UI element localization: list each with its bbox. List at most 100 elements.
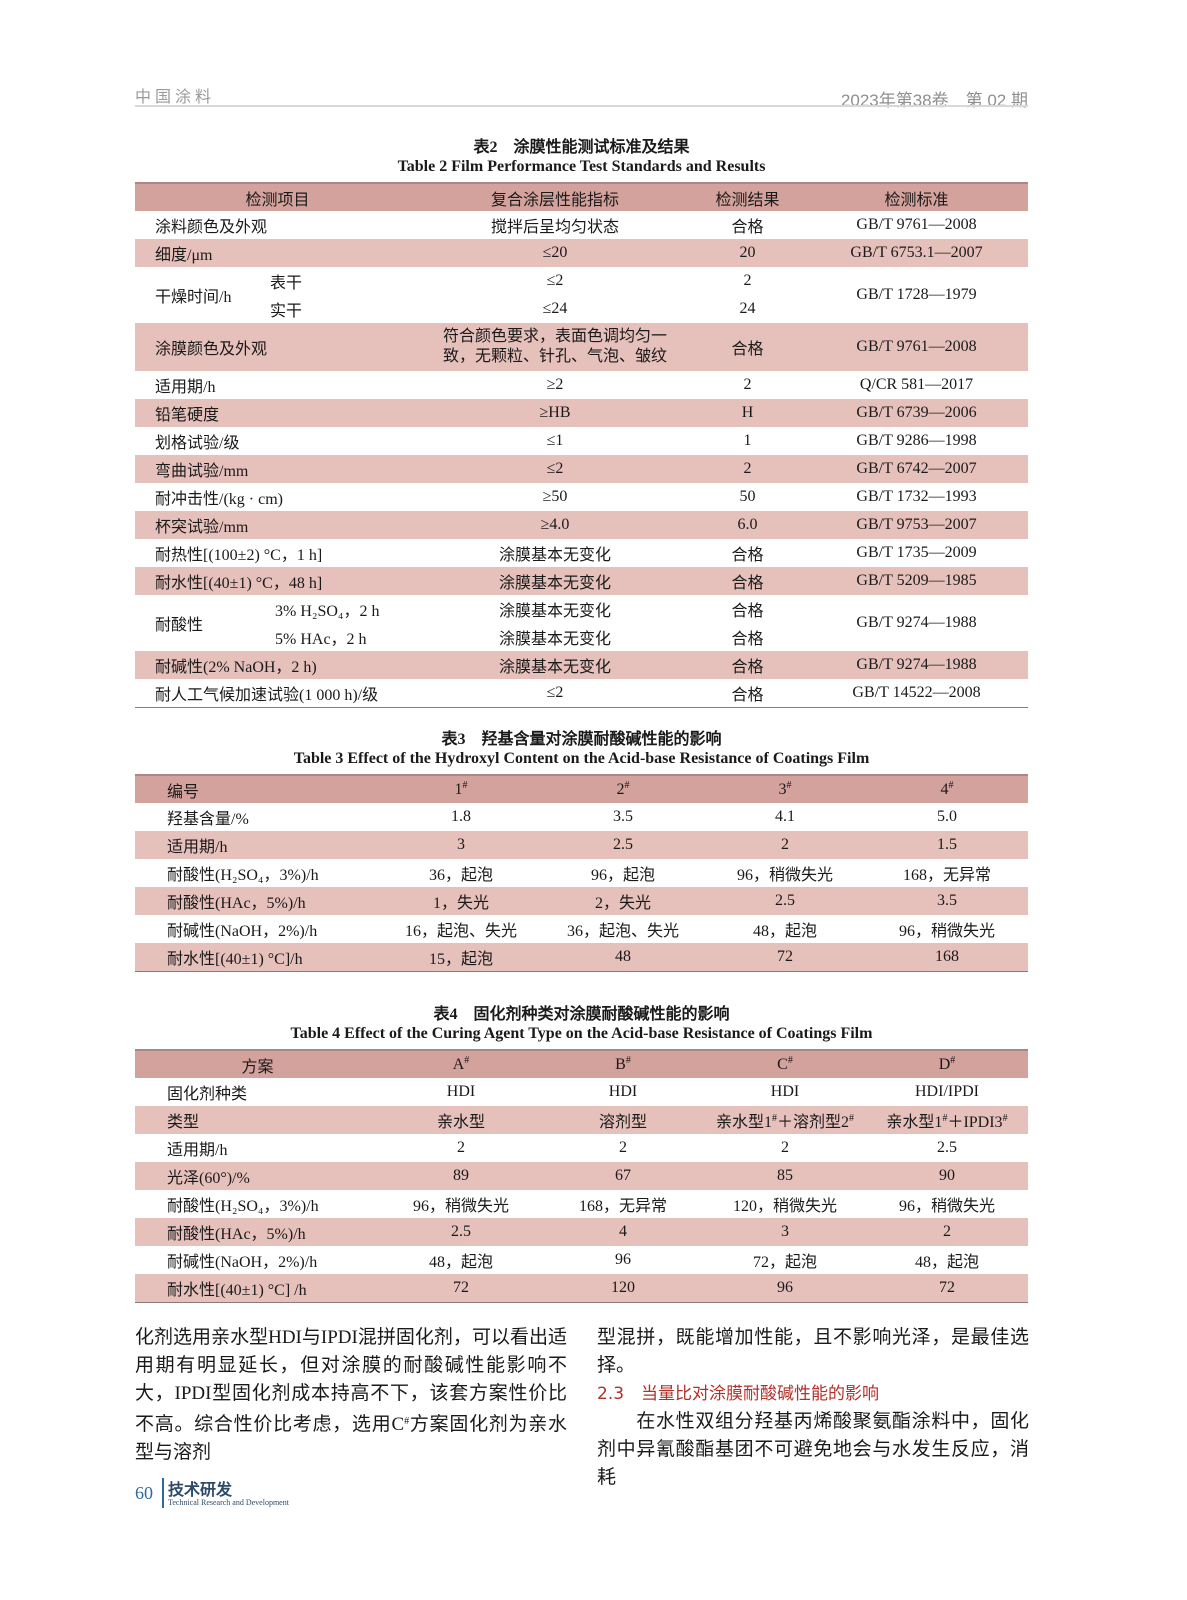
value-cell: 96，稍微失光	[736, 867, 833, 884]
value-cell: 96	[615, 1251, 631, 1268]
value-cell: 48	[615, 947, 631, 965]
value-cell: 2	[619, 1139, 627, 1156]
standard-cell: Q/CR 581—2017	[859, 376, 974, 393]
spec-cell: 涂膜基本无变化	[498, 547, 611, 564]
table3: 编号 1# 2# 3# 4# 羟基含量/% 1.8 3.5 4.1 5.0 适用期/h 3 2.5 2 1.…	[135, 774, 1028, 972]
row-label-cell: 类型	[167, 1114, 200, 1131]
value-cell: 亲水型1#＋溶剂型2#	[715, 1113, 855, 1131]
value-cell: 2，失光	[594, 895, 651, 912]
header-cell: 复合涂层性能指标	[490, 191, 619, 209]
item-cell: 耐热性[(100±2) °C，1 h]	[155, 547, 323, 564]
table-row: 耐碱性(NaOH，2%)/h 48，起泡 96 72，起泡 48，起泡	[135, 1246, 1028, 1274]
value-cell: 2.5	[775, 892, 795, 909]
table-row: 涂料颜色及外观 搅拌后呈均匀状态 合格 GB/T 9761—2008	[135, 211, 1028, 239]
row-label-cell: 耐碱性(NaOH，2%)/h	[167, 1254, 318, 1271]
value-cell: 2	[781, 1139, 789, 1156]
value-cell: 2.5	[451, 1223, 471, 1240]
value-cell: 96	[777, 1278, 793, 1296]
table4-header-row: 方案 A# B# C# D#	[135, 1050, 1028, 1078]
standard-cell: GB/T 6739—2006	[856, 404, 977, 421]
header-cell: 检测结果	[715, 191, 780, 209]
header-cell: D#	[938, 1055, 956, 1073]
standard-cell: GB/T 14522—2008	[852, 683, 981, 701]
spec-cell: ≤20	[542, 244, 568, 261]
table-row: 耐人工气候加速试验(1 000 h)/级 ≤2 合格 GB/T 14522—2008	[135, 679, 1028, 707]
spec-cell: 涂膜基本无变化	[498, 631, 611, 648]
row-label-cell: 光泽(60°)/%	[167, 1170, 250, 1187]
table-row: 耐水性[(40±1) °C]/h 15，起泡 48 72 168	[135, 943, 1028, 971]
table-row: 耐碱性(2% NaOH，2 h) 涂膜基本无变化 合格 GB/T 9274—1988	[135, 651, 1028, 679]
result-cell: 1	[743, 432, 752, 449]
table-row: 耐冲击性/(kg · cm) ≥50 50 GB/T 1732—1993	[135, 483, 1028, 511]
result-cell: 合格	[731, 659, 764, 676]
body-paragraph-right-2: 在水性双组分羟基丙烯酸聚氨酯涂料中，固化剂中异氰酸酯基团不可避免地会与水发生反应…	[597, 1411, 1029, 1488]
row-label-cell: 耐酸性(HAc，5%)/h	[167, 1226, 306, 1243]
table-row: 适用期/h ≥2 2 Q/CR 581—2017	[135, 371, 1028, 399]
result-cell: H	[741, 404, 754, 421]
value-cell: 85	[777, 1167, 793, 1184]
value-cell: 3	[781, 1223, 789, 1240]
value-cell: 3	[457, 836, 465, 853]
result-cell: 50	[739, 488, 756, 505]
table4-caption-en: Table 4 Effect of the Curing Agent Type …	[290, 1025, 873, 1042]
standard-cell: GB/T 1728—1979	[856, 286, 977, 303]
spec-cell: ≥50	[542, 488, 568, 505]
spec-cell: 涂膜基本无变化	[498, 659, 611, 676]
sub-item-cell: 5% HAc，2 h	[275, 631, 367, 648]
value-cell: 96，稍微失光	[412, 1198, 509, 1215]
row-label-cell: 耐水性[(40±1) °C]/h	[167, 950, 303, 968]
table4-caption-cn: 表4 固化剂种类对涂膜耐酸碱性能的影响	[433, 1006, 730, 1023]
result-cell: 2	[743, 272, 752, 289]
result-cell: 20	[739, 244, 756, 261]
value-cell: 2	[943, 1223, 951, 1240]
value-cell: 120，稍微失光	[732, 1198, 837, 1215]
value-cell: 96，稍微失光	[898, 1198, 995, 1215]
row-label-cell: 固化剂种类	[167, 1086, 248, 1103]
value-cell: 亲水型	[436, 1114, 485, 1131]
value-cell: 1.5	[937, 836, 957, 853]
value-cell: 36，起泡、失光	[566, 923, 679, 940]
value-cell: 15，起泡	[428, 950, 493, 968]
table-row: 固化剂种类 HDI HDI HDI HDI/IPDI	[135, 1078, 1028, 1106]
value-cell: 亲水型1#＋IPDI3#	[886, 1113, 1008, 1131]
item-cell: 耐碱性(2% NaOH，2 h)	[155, 659, 317, 676]
item-cell: 涂料颜色及外观	[155, 219, 268, 236]
row-label-cell: 耐酸性(H₂SO₄，3%)/h	[167, 867, 319, 884]
item-cell: 耐水性[(40±1) °C，48 h]	[155, 575, 323, 592]
footer-section-cn: 技术研发	[168, 1480, 233, 1499]
table-row: 杯突试验/mm ≥4.0 6.0 GB/T 9753—2007	[135, 511, 1028, 539]
value-cell: 48，起泡	[752, 923, 817, 940]
item-cell: 细度/μm	[155, 247, 213, 264]
standard-cell: GB/T 6753.1—2007	[850, 244, 983, 261]
spec-cell: ≥2	[546, 376, 564, 393]
value-cell: 2	[781, 836, 789, 853]
body-paragraph-left: 化剂选用亲水型HDI与IPDI混拼固化剂，可以看出适用期有明显延长，但对涂膜的耐…	[135, 1327, 567, 1463]
item-cell: 涂膜颜色及外观	[155, 341, 268, 358]
spec-cell: ≥4.0	[540, 516, 570, 533]
row-label-cell: 适用期/h	[167, 1142, 228, 1159]
table3-header-row: 编号 1# 2# 3# 4#	[135, 775, 1028, 803]
value-cell: HDI	[608, 1083, 638, 1100]
footer-divider	[162, 1478, 164, 1508]
table-row: 5% HAc，2 h 涂膜基本无变化 合格	[135, 623, 1028, 651]
row-label-cell: 羟基含量/%	[167, 811, 249, 828]
value-cell: 48，起泡	[428, 1254, 493, 1271]
header-cell: 检测标准	[884, 191, 949, 209]
value-cell: HDI/IPDI	[915, 1083, 979, 1100]
table2-caption-cn: 表2 涂膜性能测试标准及结果	[473, 139, 690, 156]
sub-item-cell: 3% H₂SO₄，2 h	[275, 603, 380, 620]
item-cell: 耐冲击性/(kg · cm)	[155, 491, 283, 508]
header-cell: A#	[452, 1055, 470, 1073]
table-row: 耐碱性(NaOH，2%)/h 16，起泡、失光 36，起泡、失光 48，起泡 96，稍微…	[135, 915, 1028, 943]
body-right-column: 型混拼，既能增加性能，且不影响光泽，是最佳选择。 2.3 当量比对涂膜耐酸碱性能…	[597, 1324, 1029, 1492]
spec-cell: 涂膜基本无变化	[498, 575, 611, 592]
result-cell: 2	[743, 376, 752, 393]
standard-cell: GB/T 9274—1988	[856, 614, 977, 631]
body-left-column: 化剂选用亲水型HDI与IPDI混拼固化剂，可以看出适用期有明显延长，但对涂膜的耐…	[135, 1324, 567, 1467]
value-cell: 36，起泡	[428, 867, 493, 884]
table-row: 羟基含量/% 1.8 3.5 4.1 5.0	[135, 803, 1028, 831]
spec-cell: ≤2	[546, 460, 564, 477]
footer-section-en: Technical Research and Development	[168, 1498, 289, 1507]
result-cell: 合格	[731, 686, 764, 704]
value-cell: 96，稍微失光	[898, 923, 995, 940]
